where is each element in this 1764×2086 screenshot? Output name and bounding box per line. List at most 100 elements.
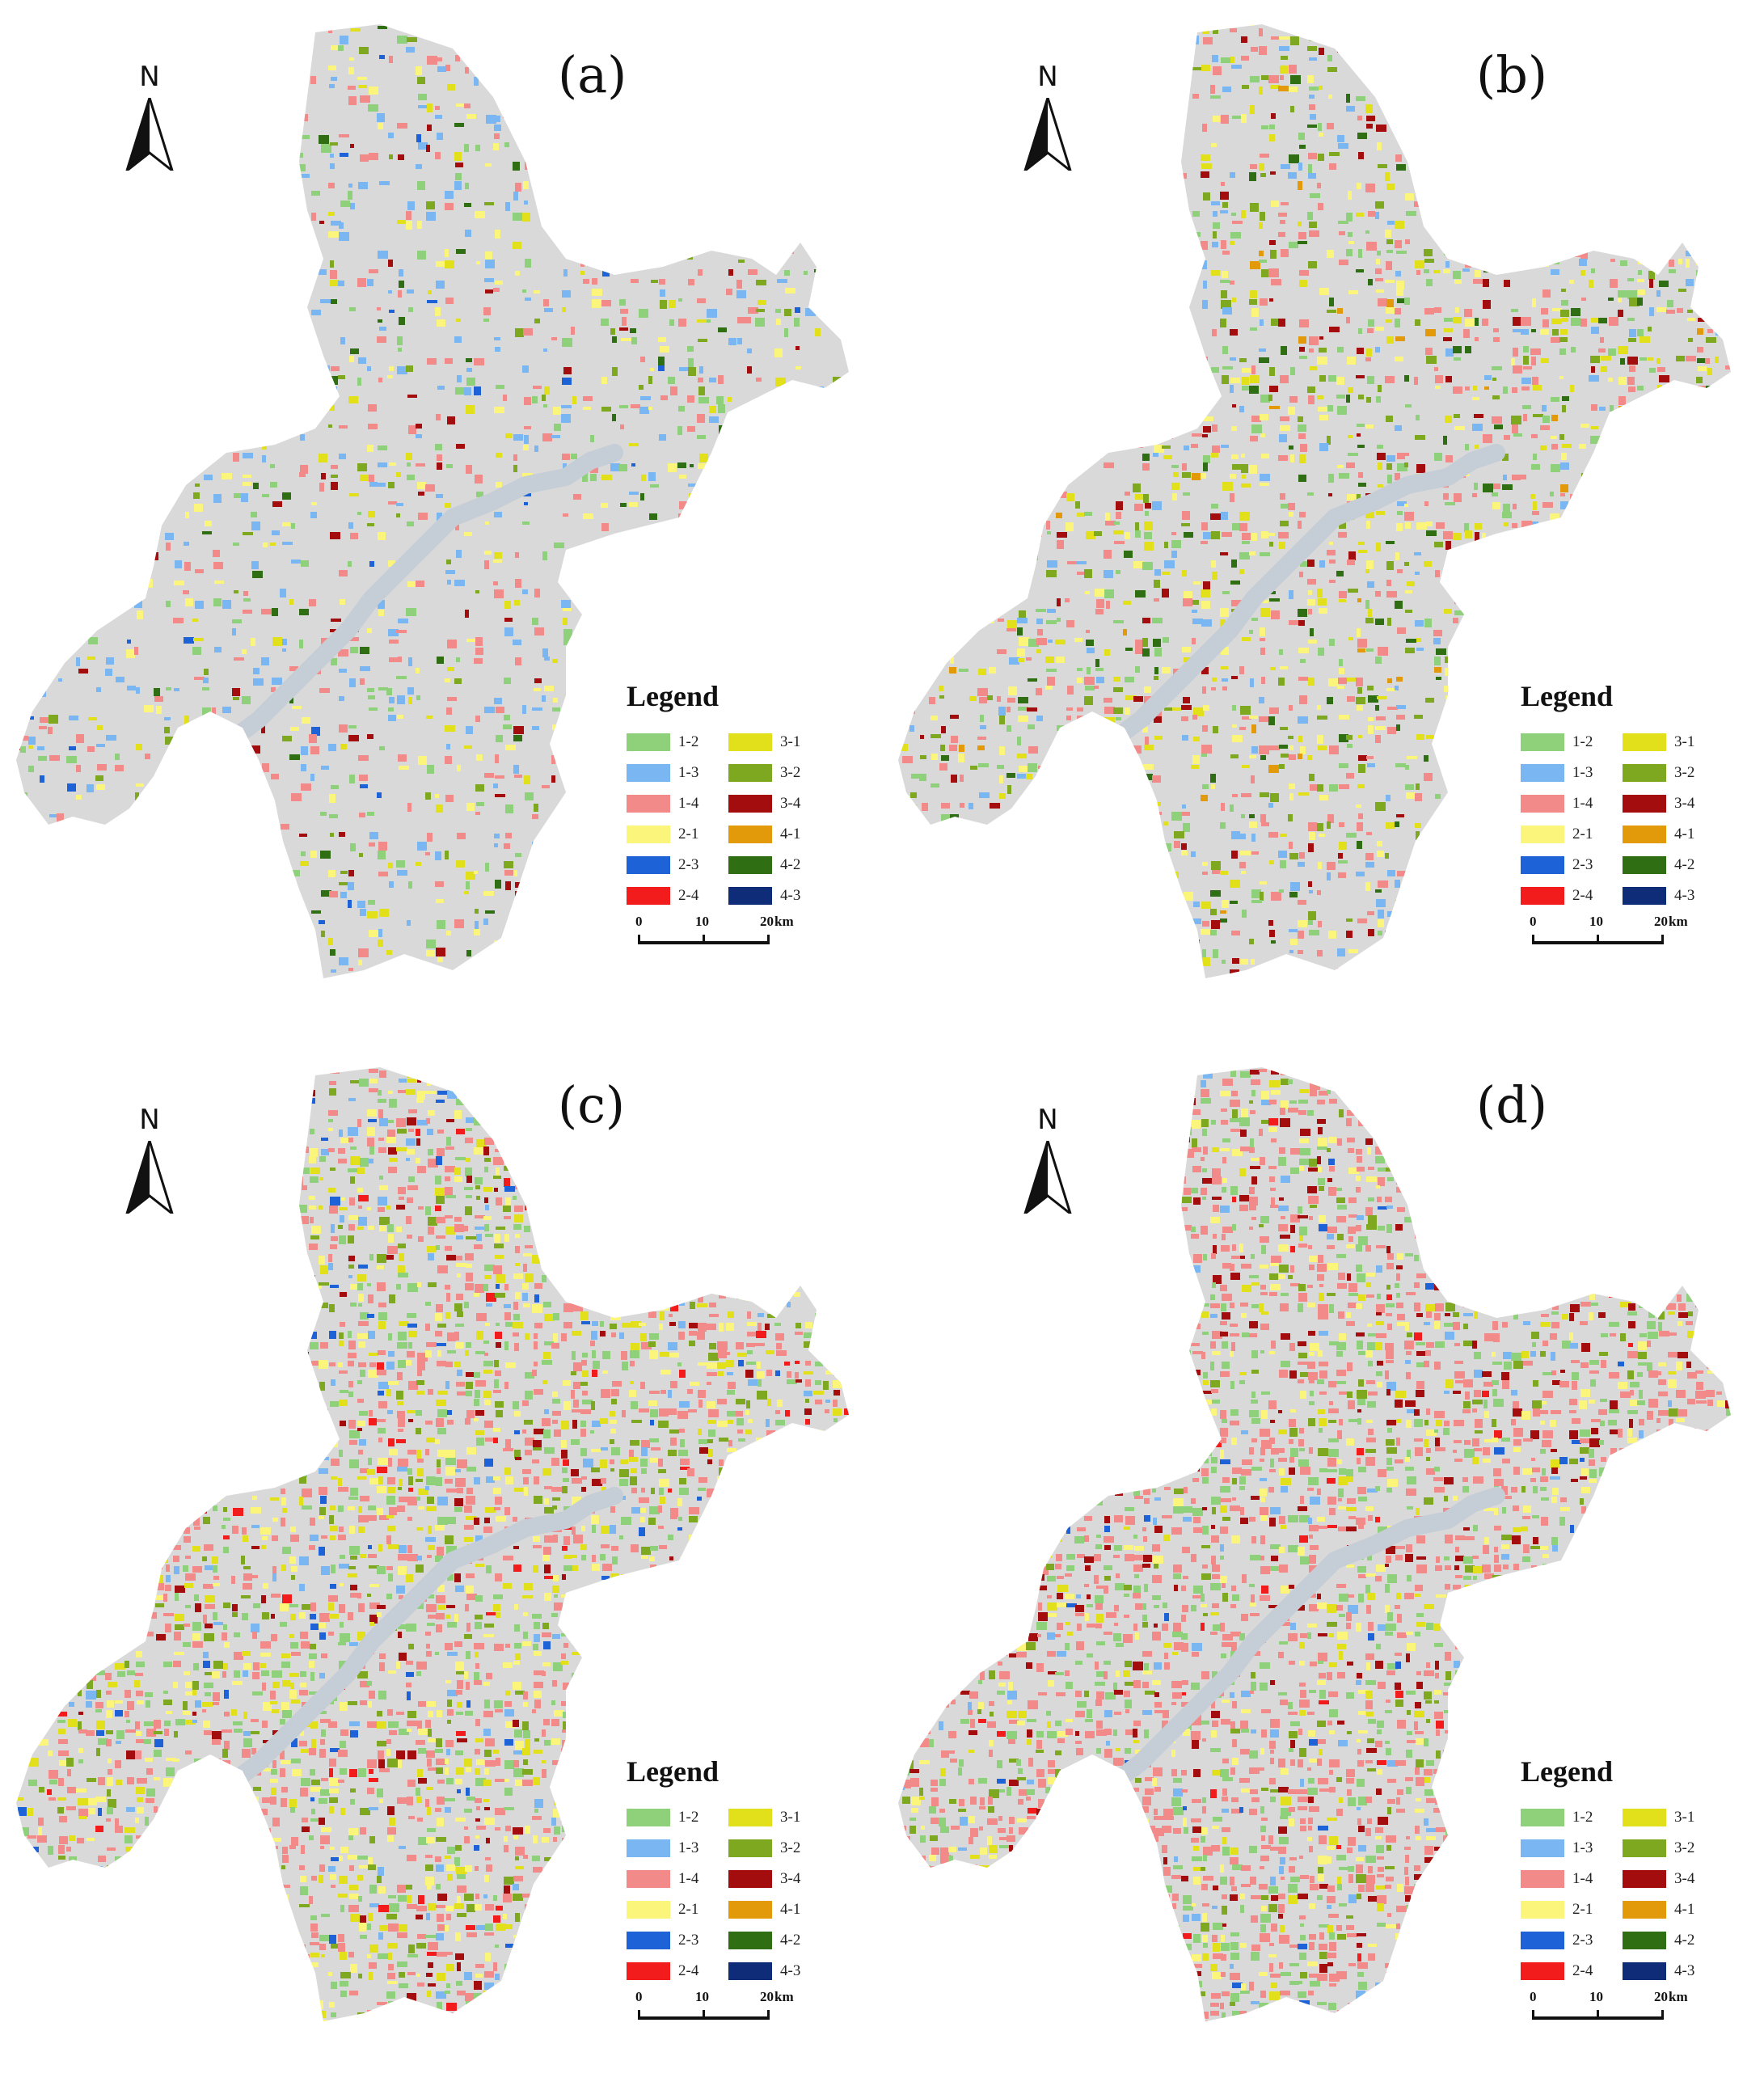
legend-label: 2-1 bbox=[1572, 1901, 1593, 1918]
legend-item: 3-1 bbox=[728, 1806, 830, 1829]
scale-tick-label: 0 bbox=[1530, 1989, 1537, 2004]
scale-unit: km bbox=[1669, 914, 1688, 929]
legend-item: 3-4 bbox=[1623, 792, 1724, 815]
legend-swatch bbox=[627, 733, 670, 751]
scale-tick bbox=[1597, 2010, 1599, 2020]
legend-swatch bbox=[1521, 1809, 1564, 1826]
legend-grid: 1-2 3-1 1-3 3-2 1-4 3-4 2-1 4-1 2-3 4-2 2-4 4-3 bbox=[627, 731, 837, 907]
legend-item: 1-2 bbox=[1521, 731, 1623, 754]
legend-label: 2-3 bbox=[678, 856, 699, 873]
legend-label: 3-4 bbox=[780, 1870, 801, 1887]
north-arrow-icon bbox=[1023, 1141, 1072, 1214]
legend-swatch bbox=[1623, 1839, 1666, 1857]
legend-swatch bbox=[1521, 1870, 1564, 1888]
legend-item: 1-2 bbox=[1521, 1806, 1623, 1829]
scale-unit: km bbox=[774, 914, 794, 929]
legend-label: 4-2 bbox=[780, 856, 801, 873]
scale-tick bbox=[703, 2010, 705, 2020]
legend-item: 4-2 bbox=[1623, 1929, 1724, 1952]
legend-swatch bbox=[627, 1870, 670, 1888]
legend-swatch bbox=[728, 764, 772, 782]
region-outline bbox=[898, 1067, 1731, 2021]
legend-swatch bbox=[627, 826, 670, 843]
scale-bar: 0 10 20 km bbox=[1525, 914, 1694, 954]
legend-label: 2-4 bbox=[678, 1962, 699, 1979]
scale-tick bbox=[767, 935, 770, 944]
legend-item: 2-1 bbox=[1521, 1898, 1623, 1921]
legend-label: 2-3 bbox=[1572, 1932, 1593, 1949]
scale-tick bbox=[1532, 935, 1534, 944]
legend-item: 4-1 bbox=[728, 823, 830, 846]
legend-label: 2-4 bbox=[1572, 887, 1593, 904]
legend-label: 4-1 bbox=[1674, 1901, 1695, 1918]
north-arrow: N bbox=[121, 1104, 178, 1217]
scale-tick-label: 10 bbox=[1589, 1989, 1603, 2004]
legend-item: 1-4 bbox=[1521, 792, 1623, 815]
legend-label: 2-3 bbox=[678, 1932, 699, 1949]
map bbox=[898, 1067, 1731, 2021]
legend: Legend 1-2 3-1 1-3 3-2 1-4 3-4 2-1 4-1 2-3 4-2 2-4 4… bbox=[627, 679, 837, 907]
panel-a: (a) N Legend 1-2 3-1 1-3 3-2 1-4 3-4 2-1 4-1 2-3 4… bbox=[0, 0, 882, 1043]
legend-label: 3-2 bbox=[1674, 1839, 1695, 1856]
legend-swatch bbox=[728, 795, 772, 813]
legend-item: 1-4 bbox=[627, 792, 728, 815]
region-outline bbox=[898, 24, 1731, 978]
legend-label: 1-4 bbox=[1572, 1870, 1593, 1887]
legend-item: 1-3 bbox=[627, 762, 728, 784]
legend-label: 1-2 bbox=[678, 1809, 699, 1826]
legend-item: 1-4 bbox=[627, 1868, 728, 1890]
legend-swatch bbox=[728, 1839, 772, 1857]
north-arrow: N bbox=[1019, 1104, 1076, 1217]
legend-item: 2-4 bbox=[627, 1960, 728, 1983]
legend-swatch bbox=[1521, 795, 1564, 813]
legend-swatch bbox=[728, 856, 772, 874]
scale-tick-label: 0 bbox=[1530, 914, 1537, 929]
legend-swatch bbox=[627, 887, 670, 905]
north-letter: N bbox=[139, 1104, 160, 1136]
legend-swatch bbox=[1623, 1809, 1666, 1826]
panel-label: (c) bbox=[558, 1075, 626, 1134]
legend-item: 4-1 bbox=[728, 1898, 830, 1921]
legend-swatch bbox=[1623, 1870, 1666, 1888]
legend-title: Legend bbox=[627, 680, 720, 712]
north-arrow: N bbox=[1019, 61, 1076, 174]
legend-swatch bbox=[728, 1962, 772, 1980]
legend-label: 2-1 bbox=[678, 1901, 699, 1918]
scale-tick-label: 10 bbox=[1589, 914, 1603, 929]
legend-swatch bbox=[1623, 733, 1666, 751]
legend-swatch bbox=[1623, 826, 1666, 843]
legend-item: 3-4 bbox=[728, 792, 830, 815]
scale-tick-label: 20 bbox=[1654, 914, 1668, 929]
legend-label: 1-2 bbox=[678, 733, 699, 750]
legend-label: 4-3 bbox=[780, 1962, 801, 1979]
region-outline bbox=[16, 1067, 849, 2021]
panel-label: (d) bbox=[1476, 1075, 1548, 1134]
legend-item: 2-1 bbox=[627, 823, 728, 846]
legend-swatch bbox=[627, 1809, 670, 1826]
legend-label: 2-4 bbox=[678, 887, 699, 904]
legend-label: 3-1 bbox=[780, 1809, 801, 1826]
legend-swatch bbox=[1521, 887, 1564, 905]
legend-label: 4-2 bbox=[1674, 1932, 1695, 1949]
north-letter: N bbox=[1037, 61, 1058, 93]
legend-item: 4-3 bbox=[1623, 1960, 1724, 1983]
legend-swatch bbox=[1521, 826, 1564, 843]
scale-bar-line bbox=[1533, 941, 1662, 944]
legend-label: 3-1 bbox=[780, 733, 801, 750]
legend-swatch bbox=[1521, 1962, 1564, 1980]
legend-item: 3-2 bbox=[728, 1837, 830, 1860]
legend-item: 1-2 bbox=[627, 731, 728, 754]
legend-label: 2-3 bbox=[1572, 856, 1593, 873]
north-letter: N bbox=[139, 61, 160, 93]
legend-label: 1-3 bbox=[1572, 1839, 1593, 1856]
legend-label: 4-3 bbox=[780, 887, 801, 904]
legend-grid: 1-2 3-1 1-3 3-2 1-4 3-4 2-1 4-1 2-3 4-2 2-4 4-3 bbox=[1521, 1806, 1731, 1983]
legend-swatch bbox=[1521, 764, 1564, 782]
legend-label: 1-4 bbox=[678, 795, 699, 812]
legend-label: 1-4 bbox=[1572, 795, 1593, 812]
legend-swatch bbox=[728, 1809, 772, 1826]
legend-label: 3-2 bbox=[780, 1839, 801, 1856]
legend-label: 2-1 bbox=[678, 826, 699, 842]
legend-swatch bbox=[728, 1901, 772, 1919]
legend-item: 2-4 bbox=[1521, 1960, 1623, 1983]
